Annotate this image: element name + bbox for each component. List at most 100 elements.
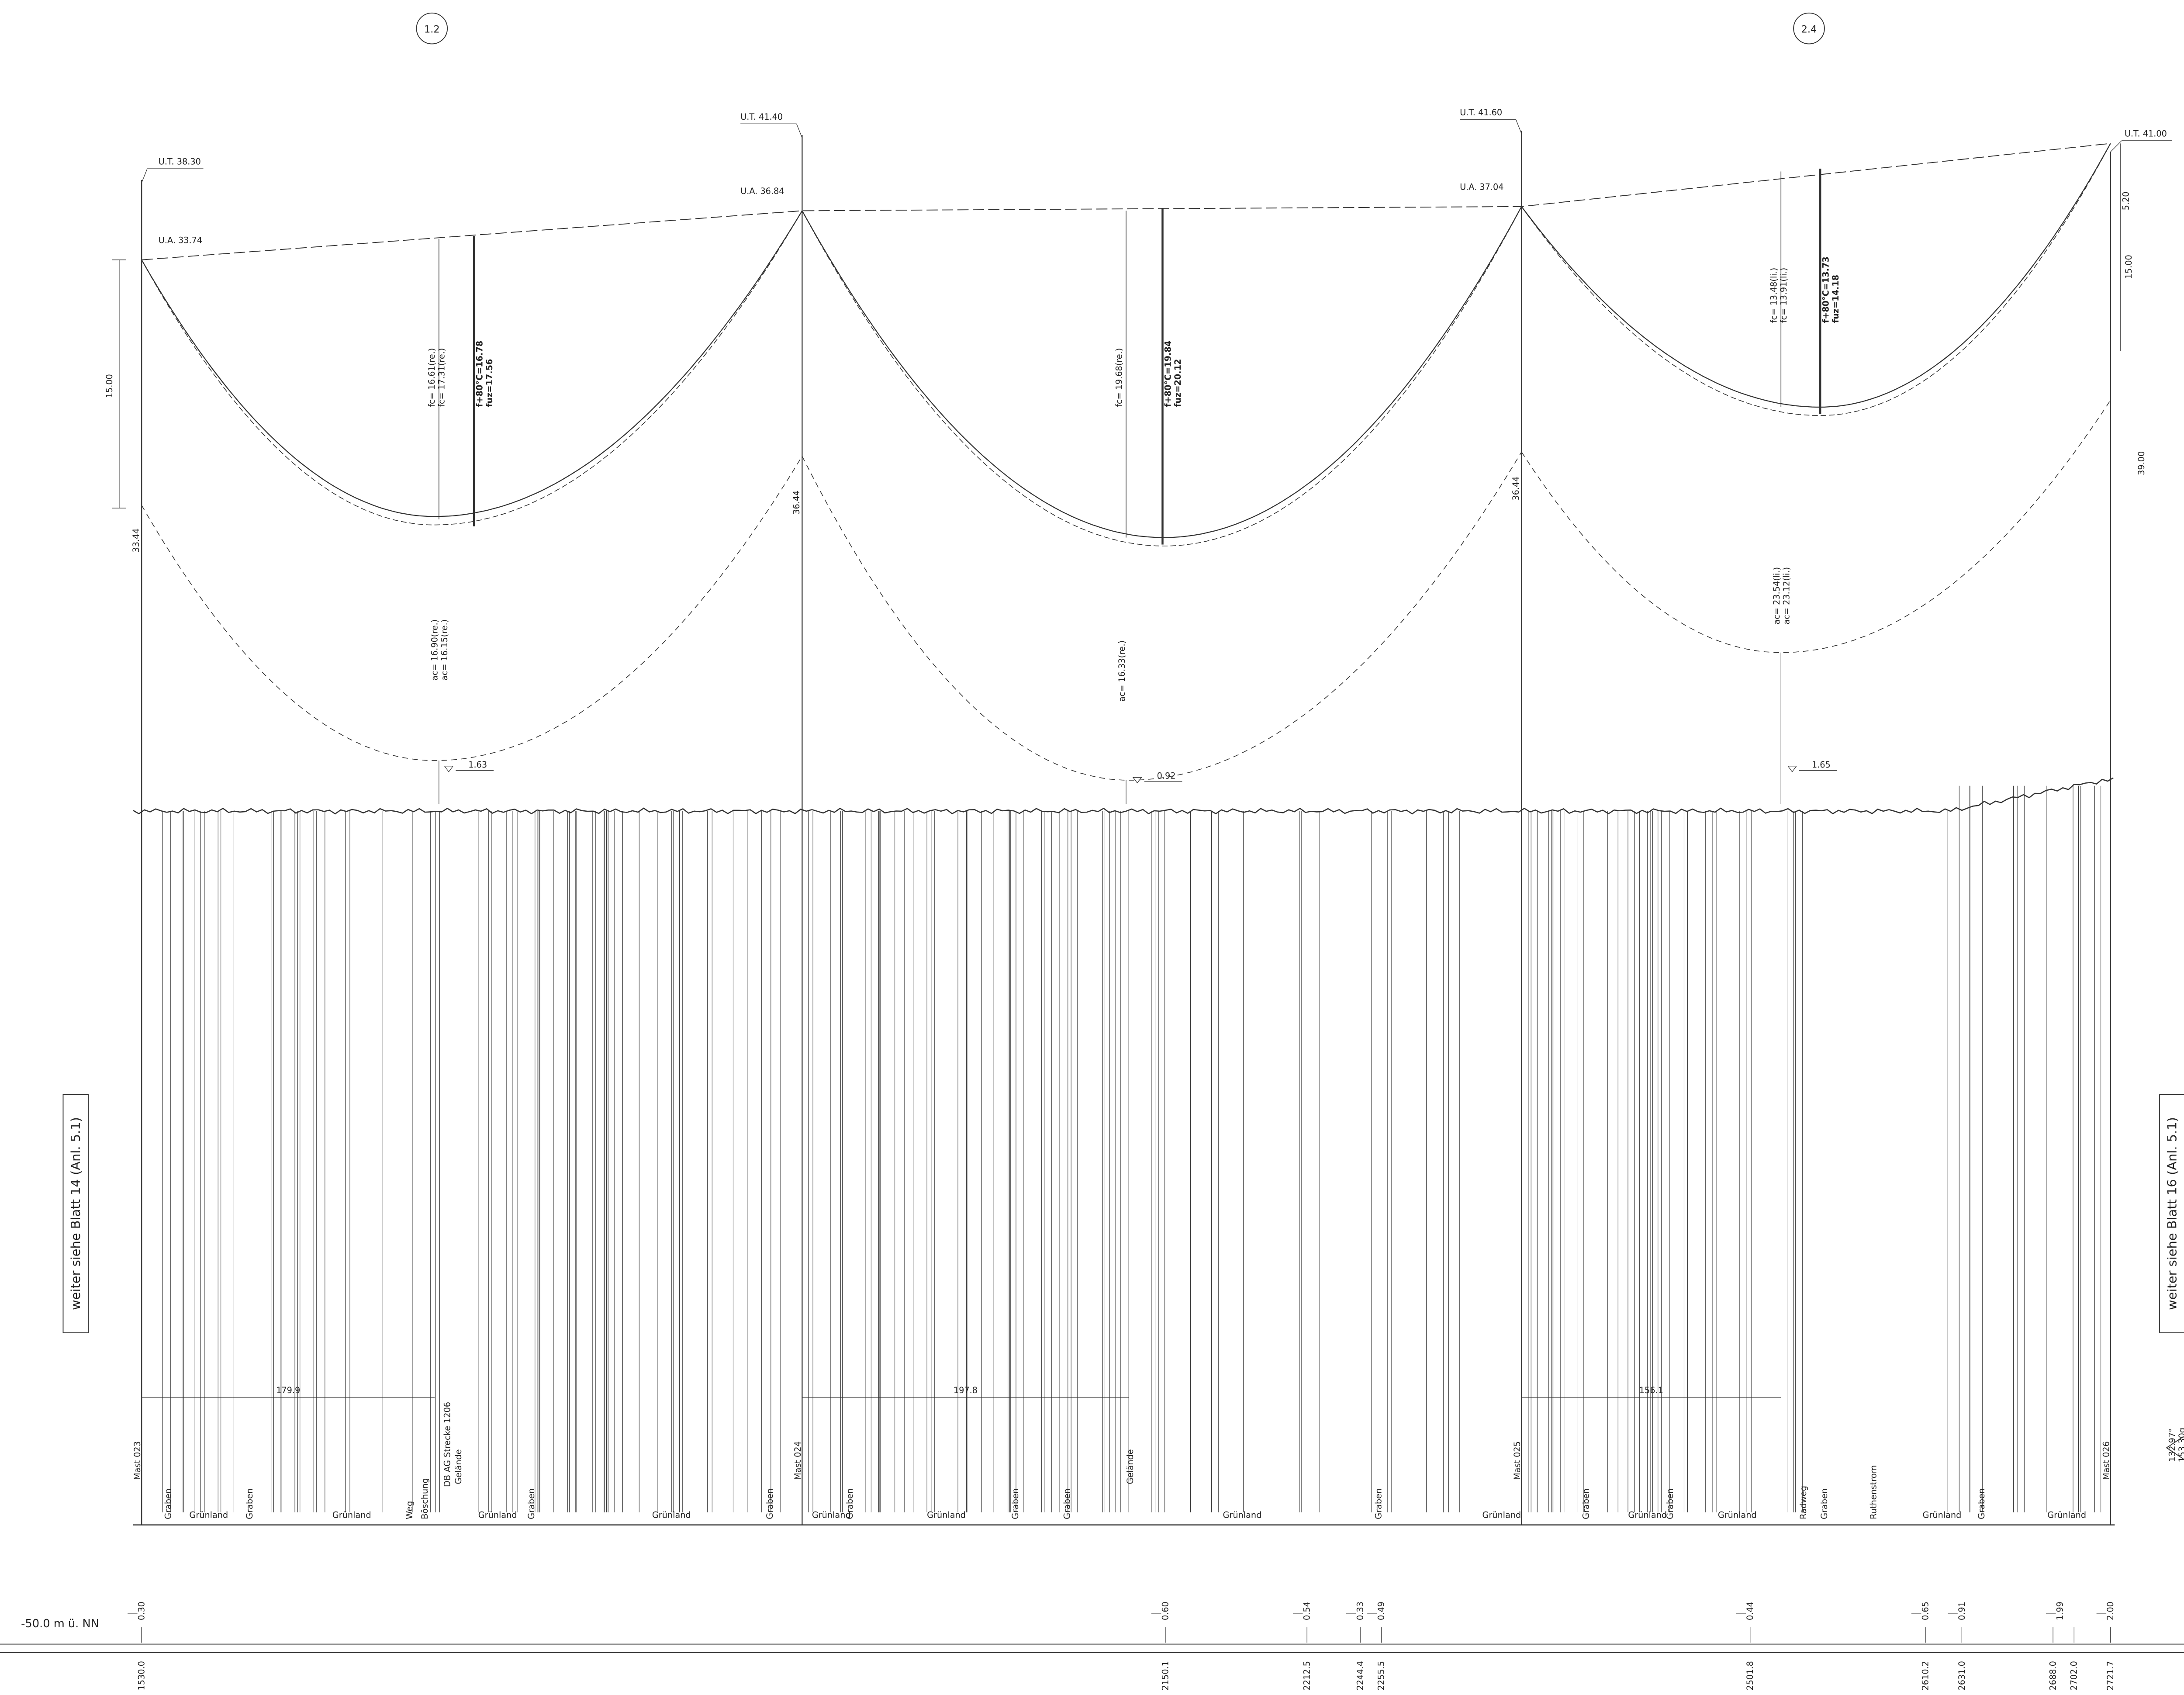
ground-line [133, 777, 2114, 815]
station-label: 2702.0 [2069, 1661, 2079, 1690]
leader [2110, 140, 2122, 152]
feature-label: DB AG Strecke 1206 [442, 1402, 453, 1487]
height-label: 0.65 [1920, 1602, 1930, 1620]
station-label: 2688.0 [2048, 1661, 2058, 1690]
station-label: 1530.0 [137, 1661, 147, 1690]
ditch-label: Graben [1010, 1488, 1020, 1519]
height-label: 0.30 [137, 1602, 147, 1620]
sag-label: fc= 13.91(li.) [1779, 268, 1789, 323]
sag-label: fuz=20.12 [1173, 359, 1183, 407]
sheet-ref: weiter siehe Blatt 16 (Anl. 5.1) [2165, 1117, 2180, 1310]
sheet-ref-box-right [2159, 1094, 2184, 1333]
mast-top-label: U.T. 38.30 [159, 157, 201, 167]
sag-label: f+80°C=16.78 [474, 341, 484, 407]
land-use-label: Grünland [652, 1510, 691, 1520]
height-label: 0.49 [1376, 1602, 1386, 1620]
angle-label: 132.97° [2167, 1428, 2177, 1462]
ditch-label: Graben [1665, 1488, 1675, 1519]
height-label: 0.44 [1745, 1602, 1755, 1620]
mast-height: 33.44 [131, 528, 141, 552]
angle-symbol [2166, 1436, 2184, 1460]
feature-label: Gelände [1125, 1449, 1135, 1484]
feature-label: Böschung [420, 1478, 430, 1519]
mast-top-label: U.T. 41.60 [1460, 107, 1502, 118]
ditch-label: Graben [1062, 1488, 1072, 1519]
land-use-label: Grünland [1718, 1510, 1757, 1520]
feature-label: Weg [404, 1501, 415, 1519]
mast-height: 39.00 [2136, 451, 2146, 475]
land-use-label: Grünland [2047, 1510, 2086, 1520]
conductor-curve-hot [141, 211, 803, 526]
sag-label: fc= 13.48(li.) [1769, 268, 1779, 323]
ditch-label: Graben [163, 1488, 173, 1519]
sag-label: fuz=14.18 [1831, 275, 1841, 323]
mast-top-label: U.T. 41.40 [740, 112, 783, 122]
land-use-label: Grünland [189, 1510, 228, 1520]
mast-name: Mast 025 [1512, 1441, 1522, 1480]
leader [141, 168, 148, 183]
station-label: 2501.8 [1745, 1661, 1755, 1690]
land-use-label: Grünland [927, 1510, 966, 1520]
marker-label: 1.2 [424, 24, 440, 35]
conductor-curve-hot [1521, 143, 2111, 416]
ditch-label: Graben [1581, 1488, 1591, 1519]
mast-name: Mast 024 [793, 1441, 803, 1480]
conductor-curve [141, 210, 803, 517]
station-label: 2150.1 [1160, 1661, 1170, 1690]
station-label: 2244.4 [1355, 1661, 1365, 1690]
ditch-label: Graben [245, 1488, 255, 1519]
height-label: 2.00 [2105, 1602, 2115, 1620]
dim-label: 15.00 [104, 374, 114, 398]
land-use-label: Grünland [1628, 1510, 1667, 1520]
marker-circle [416, 12, 448, 45]
clearance-curve [1521, 400, 2111, 653]
station-label: 2255.5 [1376, 1661, 1386, 1690]
ditch-label: Graben [765, 1488, 775, 1519]
ac-label: ac= 16.15(re.) [439, 619, 449, 681]
sag-label: fc= 17.31(re.) [437, 348, 447, 407]
land-use-label: Grünland [1923, 1510, 1962, 1520]
station-label: 2212.5 [1302, 1661, 1312, 1690]
clearance-label: 1.65 [1812, 760, 1831, 770]
marker-label: 2.4 [1801, 24, 1817, 35]
ditch-label: Graben [845, 1488, 855, 1519]
dim-label: 5.20 [2121, 192, 2131, 211]
mast-top-label: U.T. 41.00 [2125, 128, 2167, 138]
ditch-label: Graben [1977, 1488, 1987, 1519]
land-use-label: Grünland [1482, 1510, 1521, 1520]
height-label: 0.54 [1302, 1602, 1312, 1620]
span-length: 156.1 [1639, 1385, 1663, 1395]
mast-ua-label: U.A. 33.74 [159, 235, 202, 245]
feature-label: Gelände [453, 1449, 463, 1484]
span-length: 197.8 [954, 1385, 978, 1395]
land-use-label: Grünland [1223, 1510, 1262, 1520]
station-label: 2631.0 [1957, 1661, 1967, 1690]
clearance-symbol [1132, 777, 1142, 784]
feature-label: Ruthenstrom [1869, 1465, 1879, 1519]
mast-name: Mast 023 [132, 1441, 142, 1480]
clearance-curve [141, 456, 803, 761]
height-label: 0.91 [1957, 1602, 1967, 1620]
sag-label: f+80°C=19.84 [1163, 341, 1173, 407]
sag-label: fuz=17.56 [484, 359, 494, 407]
sheet-ref-box-left [62, 1094, 89, 1333]
datum-label: -50.0 m ü. NN [21, 1617, 99, 1630]
land-use-label: Grünland [478, 1510, 517, 1520]
height-label: 1.99 [2055, 1602, 2065, 1620]
span-length: 179.9 [276, 1385, 300, 1395]
height-label: 0.33 [1355, 1602, 1365, 1620]
sag-label: f+80°C=13.73 [1821, 256, 1831, 323]
feature-label: Radweg [1798, 1486, 1808, 1519]
leader [1515, 119, 1522, 134]
leader [796, 124, 802, 138]
station-label: 2721.7 [2105, 1661, 2115, 1690]
mast-name: Mast 026 [2101, 1441, 2111, 1480]
land-use-label: Grünland [812, 1510, 851, 1520]
ac-label: ac= 23.54(li.) [1772, 567, 1782, 625]
dim-label: 15.00 [2124, 255, 2134, 279]
mast-ua-label: U.A. 37.04 [1460, 182, 1503, 192]
ac-label: ac= 23.12(li.) [1782, 567, 1792, 625]
